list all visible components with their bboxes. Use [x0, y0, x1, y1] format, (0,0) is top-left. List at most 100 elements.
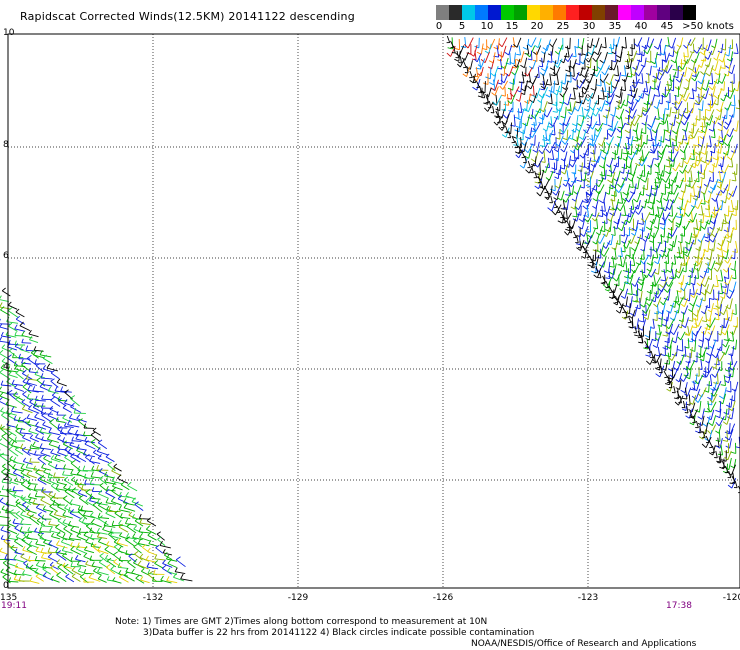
wind-barb-feather	[530, 158, 536, 163]
wind-barb-feather	[128, 511, 132, 516]
wind-barb-feather	[507, 100, 512, 105]
wind-barb	[683, 87, 689, 98]
wind-barb	[22, 386, 32, 394]
wind-barb-feather	[706, 159, 712, 163]
wind-barb-feather	[668, 45, 673, 49]
wind-barb-feather	[493, 121, 498, 126]
wind-barb	[48, 523, 58, 527]
wind-barb	[636, 318, 639, 330]
wind-barb	[642, 184, 645, 196]
wind-barb	[599, 233, 606, 244]
wind-barb-feather	[653, 271, 659, 275]
wind-barb	[27, 487, 38, 492]
wind-barb-feather	[105, 564, 111, 568]
wind-barb-feather	[41, 394, 44, 400]
wind-barb-feather	[627, 75, 632, 78]
wind-barb-feather	[21, 446, 26, 451]
wind-barb-feather	[676, 68, 682, 72]
wind-barb-feather	[641, 112, 646, 117]
wind-barb-feather	[700, 283, 706, 287]
wind-barb-feather	[717, 122, 723, 127]
longitude-tick-label: -129	[287, 593, 309, 603]
wind-barb	[546, 107, 553, 118]
wind-barb-feather	[606, 242, 612, 246]
wind-barb	[680, 353, 685, 365]
wind-barb-feather	[34, 568, 39, 573]
wind-barb-feather	[37, 476, 42, 481]
wind-barb	[125, 523, 137, 526]
wind-barb-feather	[643, 49, 648, 55]
wind-barb	[727, 135, 734, 147]
wind-barb-feather	[540, 88, 545, 91]
wind-barb	[42, 424, 52, 429]
wind-barb	[634, 226, 639, 236]
wind-barb	[712, 162, 715, 173]
wind-barb	[708, 199, 711, 210]
wind-barb	[667, 352, 671, 365]
wind-barb	[699, 284, 703, 295]
wind-barb-feather	[29, 336, 33, 340]
wind-barb	[597, 127, 603, 138]
wind-barb-feather	[123, 571, 129, 576]
wind-barb	[645, 170, 650, 183]
wind-barb-feather	[138, 527, 142, 532]
wind-barb	[503, 73, 509, 83]
wind-barb-feather	[20, 510, 24, 515]
wind-barb-feather	[1, 468, 6, 473]
wind-barb-feather	[472, 86, 478, 91]
wind-barb	[658, 325, 661, 335]
wind-barb-feather	[117, 546, 122, 552]
wind-barb	[721, 339, 723, 351]
wind-barb-feather	[14, 364, 18, 369]
wind-barb	[675, 345, 679, 357]
wind-barb-feather	[705, 257, 711, 261]
wind-barb-feather	[562, 198, 567, 203]
wind-barb-feather	[634, 334, 640, 337]
wind-barb-feather	[673, 106, 678, 111]
wind-barb	[50, 485, 60, 493]
wind-barb-feather	[138, 513, 142, 519]
wind-barb-feather	[107, 557, 112, 562]
wind-barb-feather	[528, 80, 534, 85]
wind-barb-feather	[132, 533, 136, 538]
wind-barb	[531, 108, 534, 119]
wind-barb	[723, 150, 728, 160]
wind-barb	[615, 240, 619, 251]
wind-barb-feather	[709, 238, 714, 243]
wind-barb-feather	[617, 105, 622, 109]
wind-barb	[14, 328, 26, 332]
wind-barb-feather	[582, 205, 587, 210]
wind-barb-feather	[631, 84, 636, 89]
wind-barb-feather	[611, 151, 618, 156]
wind-barb-feather	[3, 538, 8, 542]
wind-barb	[62, 550, 73, 554]
wind-barb	[735, 381, 739, 392]
wind-barb-feather	[694, 205, 699, 210]
wind-barb	[599, 225, 603, 236]
wind-barb	[692, 58, 697, 71]
wind-barb-feather	[60, 386, 64, 392]
wind-barb-feather	[653, 303, 658, 308]
wind-barb	[708, 353, 712, 364]
wind-barb	[92, 546, 101, 554]
wind-barb	[609, 101, 611, 112]
wind-barb-feather	[609, 66, 615, 71]
wind-barb-feather	[632, 198, 638, 203]
wind-barb	[585, 191, 588, 203]
wind-barb-feather	[698, 213, 703, 216]
wind-barb-feather	[23, 531, 28, 536]
wind-barb-feather	[35, 421, 39, 427]
wind-barb	[459, 55, 462, 63]
wind-barb	[495, 110, 500, 118]
wind-barb	[118, 509, 131, 513]
wind-barb-feather	[714, 72, 719, 76]
wind-barb	[688, 135, 690, 145]
wind-barb	[99, 555, 108, 563]
wind-barb	[674, 101, 678, 114]
wind-barb	[618, 300, 623, 308]
wind-barb	[634, 65, 638, 76]
wind-barb	[733, 171, 737, 181]
wind-barb-feather	[559, 129, 565, 134]
wind-barb	[716, 380, 722, 391]
wind-barb	[596, 190, 600, 202]
